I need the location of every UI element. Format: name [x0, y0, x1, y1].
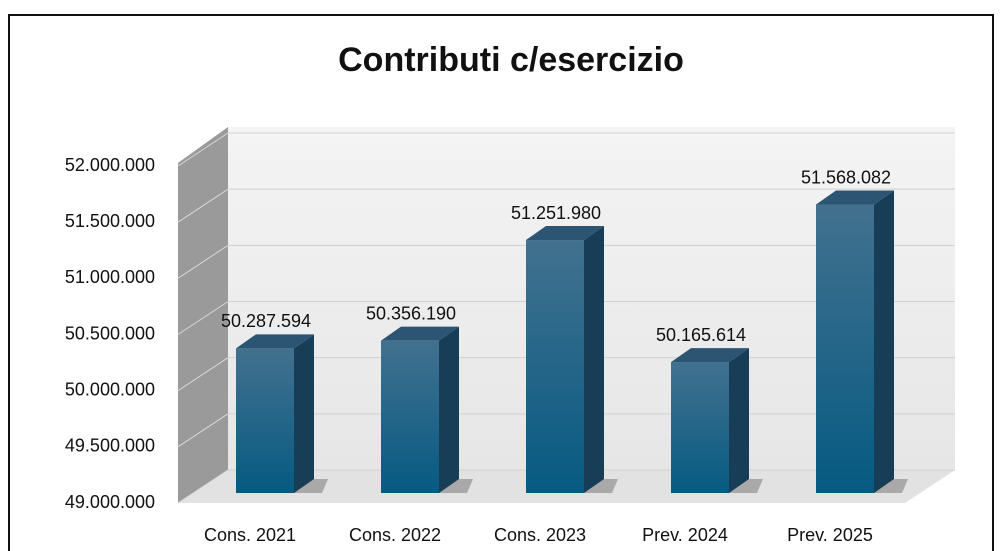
- y-tick-label: 50.500.000: [65, 323, 155, 343]
- grid-line: [177, 188, 229, 223]
- y-tick-label: 49.000.000: [65, 492, 155, 512]
- x-tick-label: Cons. 2022: [349, 525, 441, 545]
- grid-line: [177, 469, 229, 504]
- y-tick-label: 52.000.000: [65, 155, 155, 175]
- bar: [526, 240, 584, 493]
- grid-line: [177, 413, 229, 448]
- value-label: 50.287.594: [221, 311, 311, 331]
- bar-side: [294, 334, 314, 493]
- bar-top: [381, 326, 459, 341]
- y-tick-label: 50.000.000: [65, 379, 155, 399]
- side-wall: [178, 127, 228, 503]
- value-label: 51.251.980: [511, 203, 601, 223]
- y-tick-label: 49.500.000: [65, 436, 155, 456]
- x-tick-label: Prev. 2025: [787, 525, 873, 545]
- bar-top: [526, 226, 604, 241]
- grid-line: [177, 132, 229, 167]
- y-tick-label: 51.500.000: [65, 211, 155, 231]
- y-tick-label: 51.000.000: [65, 267, 155, 287]
- bar: [381, 340, 439, 493]
- chart-title: Contributi c/esercizio: [338, 41, 684, 79]
- x-tick-label: Cons. 2021: [204, 525, 296, 545]
- grid-line: [177, 301, 229, 335]
- bar-top: [671, 348, 749, 363]
- x-tick-label: Cons. 2023: [494, 525, 586, 545]
- grid-line: [177, 357, 229, 392]
- value-label: 50.356.190: [366, 303, 456, 323]
- bar-side: [874, 190, 894, 493]
- bar-top: [236, 334, 314, 349]
- grid-line: [177, 244, 229, 279]
- value-label: 50.165.614: [656, 325, 746, 345]
- x-tick-label: Prev. 2024: [642, 525, 728, 545]
- value-label: 51.568.082: [801, 167, 891, 187]
- bar: [671, 362, 729, 493]
- bar-side: [729, 348, 749, 493]
- bar: [236, 348, 294, 493]
- frame: [8, 14, 994, 551]
- bar-top: [816, 190, 894, 205]
- bar-side: [584, 226, 604, 493]
- bar-side: [439, 326, 459, 493]
- bar: [816, 204, 874, 493]
